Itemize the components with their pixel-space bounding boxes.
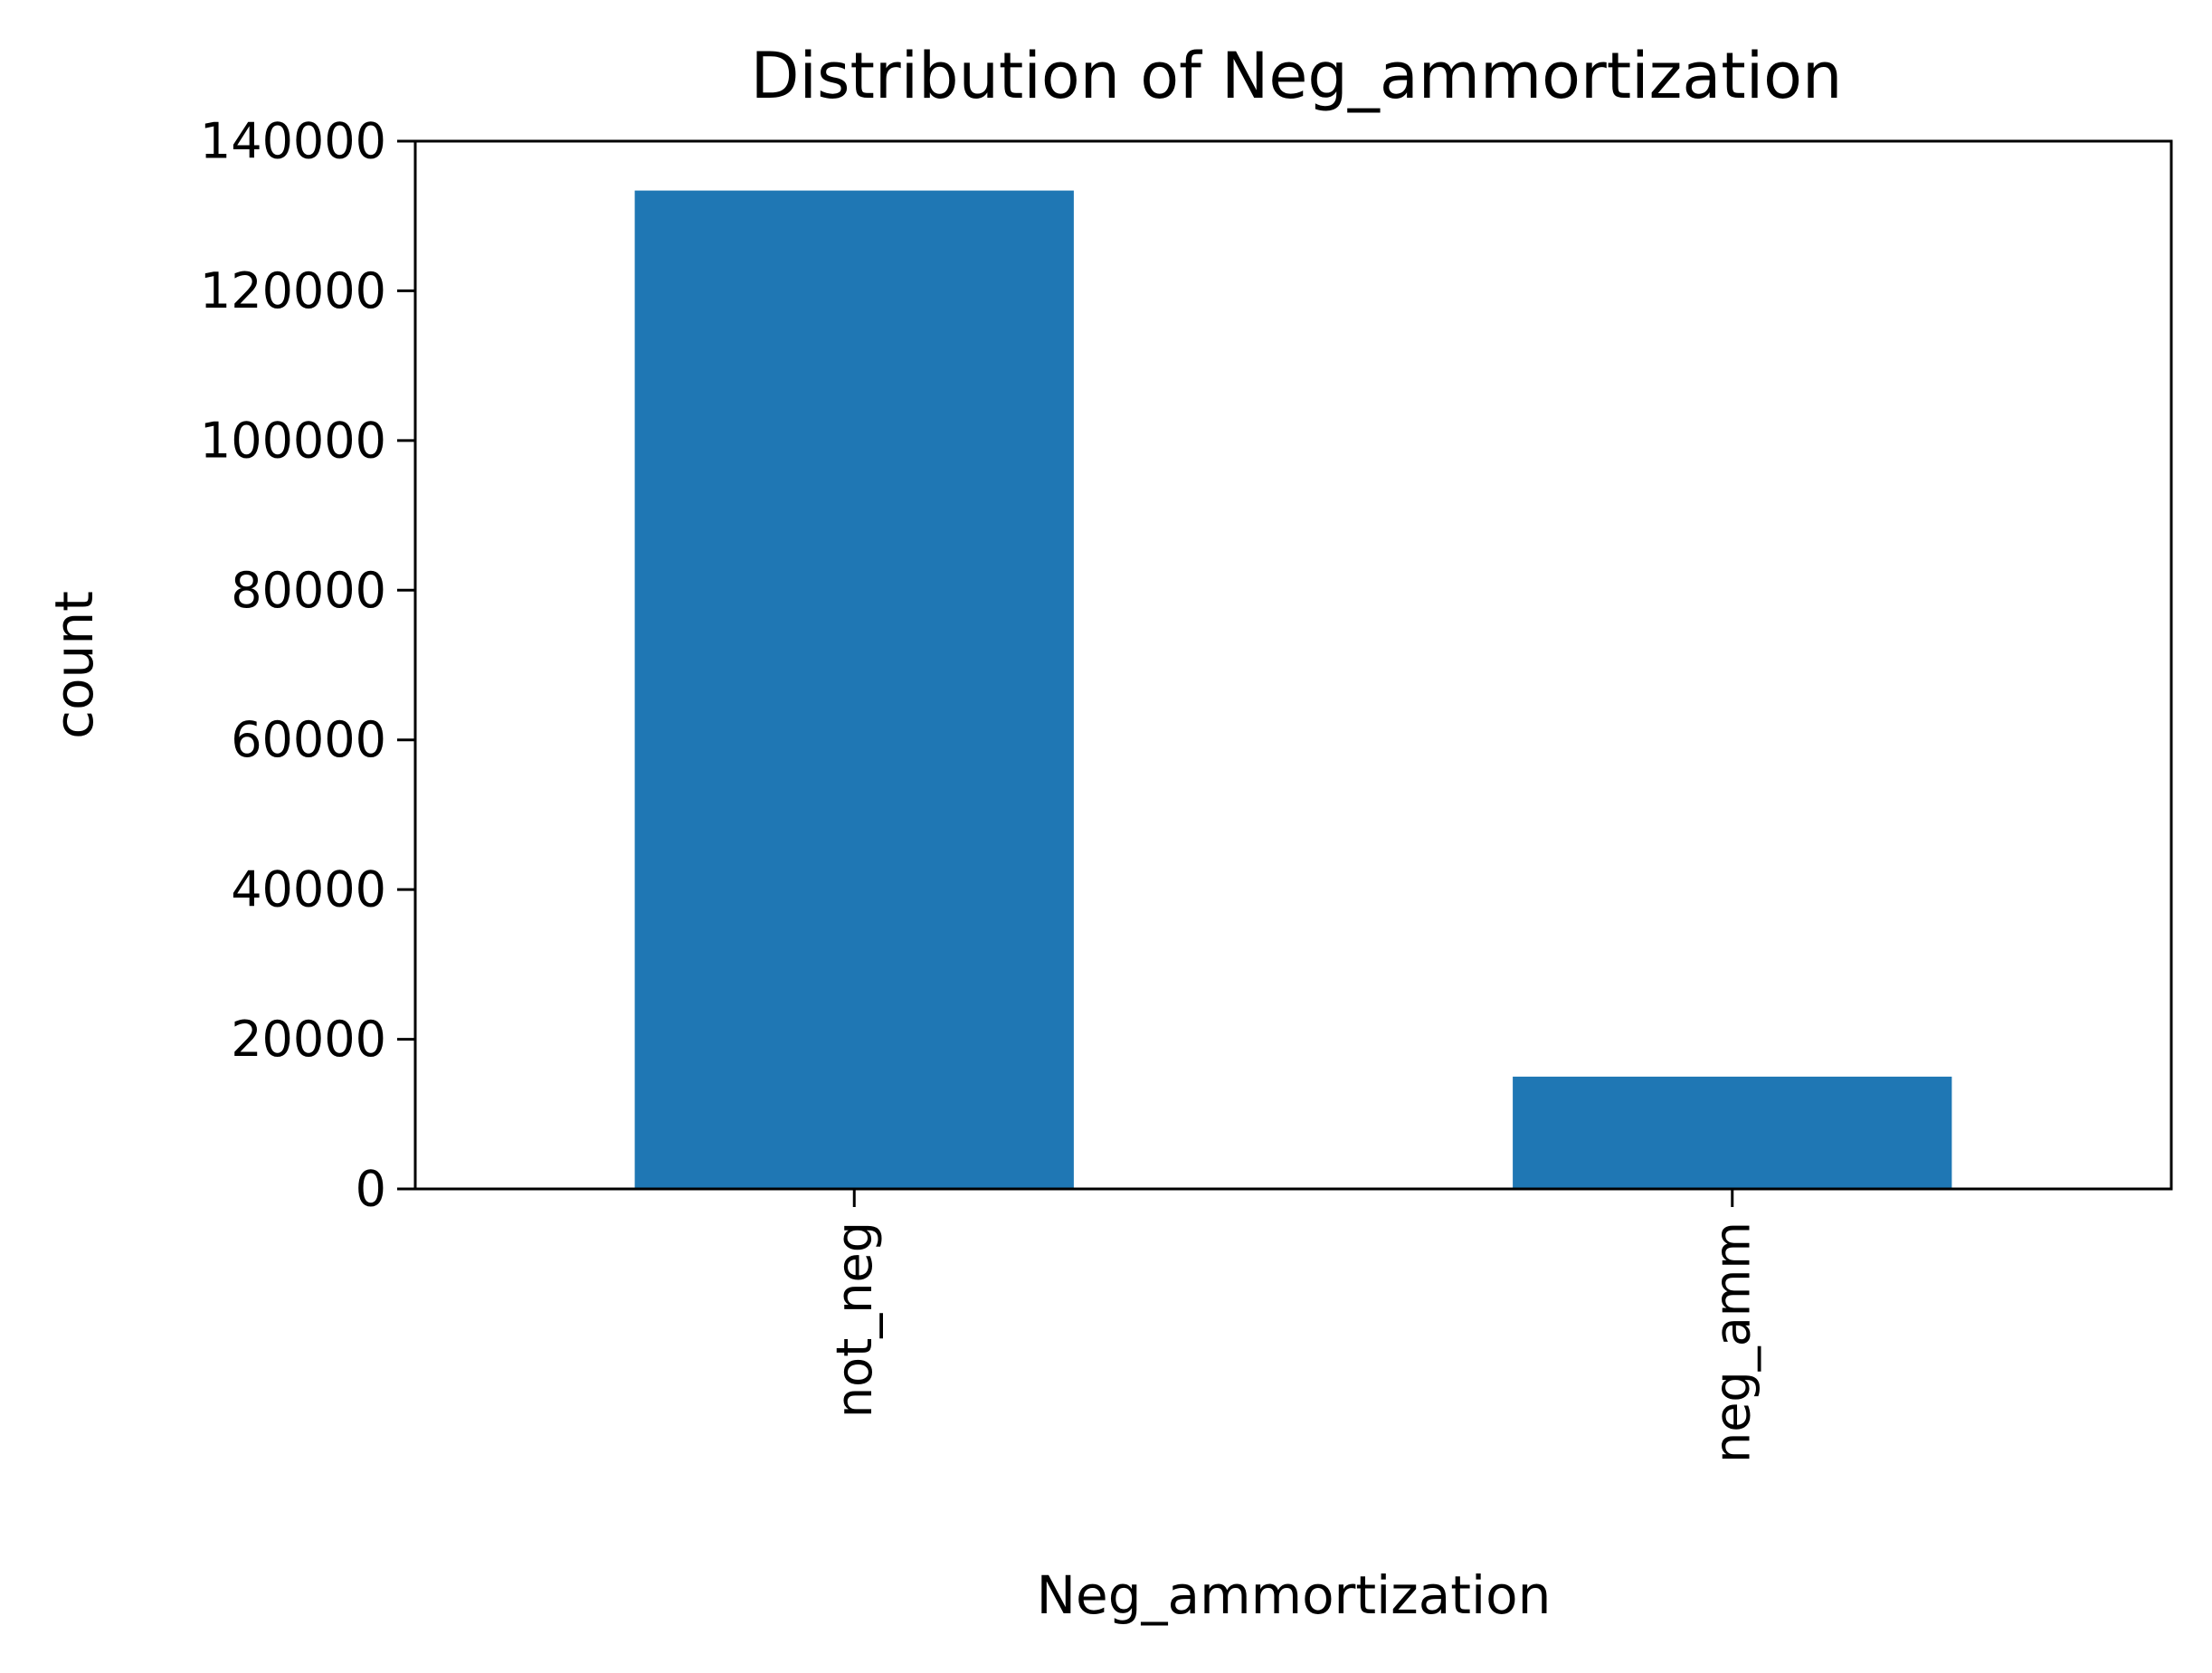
y-tick-label: 0 xyxy=(356,1161,386,1218)
x-tick-label: not_neg xyxy=(826,1221,883,1418)
y-tick-label: 120000 xyxy=(200,262,386,319)
y-tick-label: 140000 xyxy=(200,113,386,170)
y-tick-label: 80000 xyxy=(231,562,386,619)
x-axis: not_neg neg_amm xyxy=(826,1189,1761,1463)
bar-not-neg xyxy=(634,190,1074,1190)
x-axis-title: Neg_ammortization xyxy=(1037,1564,1552,1626)
plot-area xyxy=(634,190,1952,1190)
y-tick-label: 40000 xyxy=(231,861,386,918)
y-tick-label: 60000 xyxy=(231,711,386,768)
x-tick-label: neg_amm xyxy=(1704,1221,1761,1463)
axes-frame xyxy=(413,139,2173,1191)
y-axis: 0 20000 40000 60000 80000 100000 120000 140000 xyxy=(200,113,415,1218)
chart-title: Distribution of Neg_ammortization xyxy=(751,39,1843,113)
y-tick-label: 100000 xyxy=(200,412,386,469)
y-axis-title: count xyxy=(43,591,105,739)
bar-neg-amm xyxy=(1513,1076,1952,1189)
y-tick-label: 20000 xyxy=(231,1011,386,1068)
